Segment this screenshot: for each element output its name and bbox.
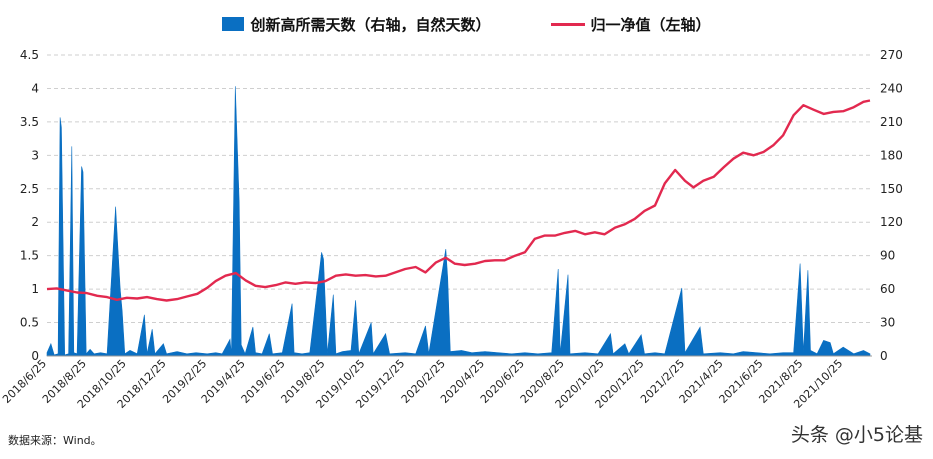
left-tick-label: 2 bbox=[31, 215, 39, 229]
right-tick-label: 150 bbox=[880, 182, 903, 196]
right-tick-label: 120 bbox=[880, 215, 903, 229]
right-tick-label: 180 bbox=[880, 148, 903, 162]
legend-item-bars: 创新高所需天数（右轴，自然天数） bbox=[222, 14, 491, 35]
legend-swatch-area bbox=[222, 17, 245, 31]
days-to-new-high-area bbox=[46, 86, 871, 357]
left-tick-label: 4.5 bbox=[20, 48, 39, 62]
right-tick-label: 270 bbox=[880, 48, 903, 62]
left-tick-label: 3.5 bbox=[20, 115, 39, 129]
right-tick-label: 60 bbox=[880, 282, 895, 296]
left-tick-label: 4 bbox=[31, 81, 39, 95]
legend-item-line: 归一净值（左轴） bbox=[550, 14, 711, 35]
left-tick-label: 1 bbox=[31, 282, 39, 296]
source-note: 数据来源：Wind。 bbox=[8, 434, 102, 447]
left-tick-label: 3 bbox=[31, 148, 39, 162]
right-tick-label: 90 bbox=[880, 249, 895, 263]
right-tick-label: 240 bbox=[880, 81, 903, 95]
right-tick-label: 30 bbox=[880, 316, 895, 330]
right-tick-label: 0 bbox=[880, 349, 888, 363]
legend-label-line: 归一净值（左轴） bbox=[590, 15, 711, 34]
left-tick-label: 1.5 bbox=[20, 249, 39, 263]
left-tick-label: 0.5 bbox=[20, 316, 39, 330]
legend-label-bars: 创新高所需天数（右轴，自然天数） bbox=[250, 15, 491, 34]
right-tick-label: 210 bbox=[880, 115, 903, 129]
legend-swatch-line bbox=[550, 22, 585, 26]
left-tick-label: 0 bbox=[31, 349, 39, 363]
watermark: 头条 @小5论基 bbox=[790, 424, 923, 446]
net-value-line bbox=[46, 99, 871, 302]
left-tick-label: 2.5 bbox=[20, 182, 39, 196]
legend: 创新高所需天数（右轴，自然天数） 归一净值（左轴） bbox=[0, 12, 933, 36]
